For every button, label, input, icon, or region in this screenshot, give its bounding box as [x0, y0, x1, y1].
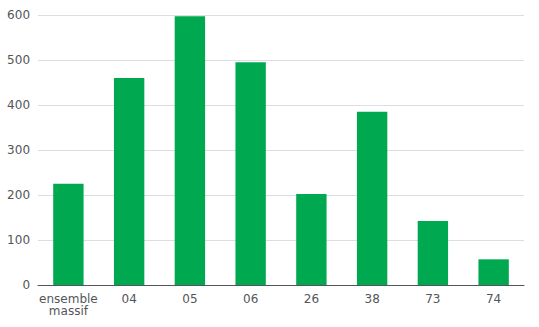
svg-text:26: 26	[304, 292, 319, 306]
svg-text:600: 600	[7, 8, 30, 22]
svg-text:05: 05	[182, 292, 197, 306]
svg-text:100: 100	[7, 233, 30, 247]
svg-text:200: 200	[7, 188, 30, 202]
svg-text:38: 38	[364, 292, 379, 306]
svg-text:73: 73	[425, 292, 440, 306]
svg-text:300: 300	[7, 143, 30, 157]
svg-text:massif: massif	[49, 304, 89, 318]
svg-text:04: 04	[122, 292, 137, 306]
svg-text:ensemble: ensemble	[39, 292, 98, 306]
svg-text:06: 06	[243, 292, 258, 306]
svg-text:0: 0	[22, 278, 30, 292]
svg-text:74: 74	[486, 292, 501, 306]
svg-text:500: 500	[7, 53, 30, 67]
svg-text:400: 400	[7, 98, 30, 112]
